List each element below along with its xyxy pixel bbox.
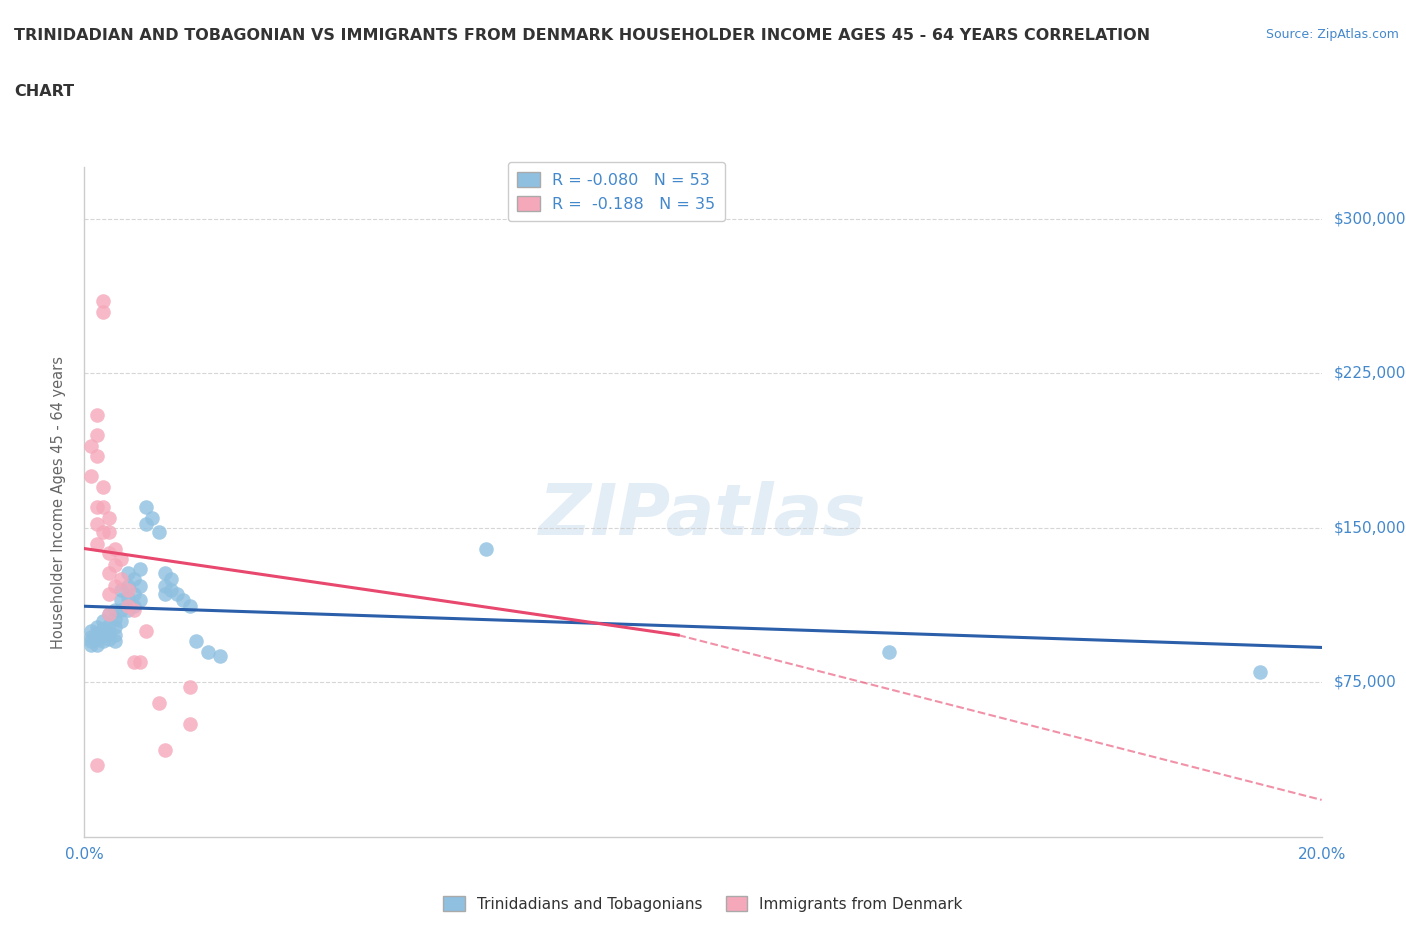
- Point: [153, 565, 176, 580]
- Point: [79, 634, 101, 649]
- Point: [877, 644, 900, 659]
- Point: [79, 638, 101, 653]
- Point: [98, 565, 121, 580]
- Point: [98, 587, 121, 602]
- Text: $75,000: $75,000: [1334, 675, 1396, 690]
- Text: $300,000: $300,000: [1334, 211, 1406, 226]
- Point: [91, 304, 114, 319]
- Text: Source: ZipAtlas.com: Source: ZipAtlas.com: [1265, 28, 1399, 41]
- Point: [110, 572, 132, 587]
- Point: [91, 294, 114, 309]
- Point: [475, 541, 498, 556]
- Text: ZIPatlas: ZIPatlas: [540, 481, 866, 550]
- Point: [153, 743, 176, 758]
- Point: [122, 603, 145, 618]
- Point: [117, 603, 139, 618]
- Point: [86, 407, 108, 422]
- Text: CHART: CHART: [14, 84, 75, 99]
- Point: [104, 611, 127, 626]
- Point: [91, 634, 114, 649]
- Point: [79, 630, 101, 644]
- Point: [184, 634, 207, 649]
- Point: [79, 623, 101, 638]
- Point: [1249, 665, 1271, 680]
- Point: [179, 679, 201, 694]
- Point: [98, 511, 121, 525]
- Point: [104, 578, 127, 593]
- Point: [135, 500, 157, 515]
- Point: [91, 525, 114, 539]
- Point: [98, 607, 121, 622]
- Point: [91, 628, 114, 643]
- Point: [104, 634, 127, 649]
- Point: [122, 587, 145, 602]
- Point: [122, 572, 145, 587]
- Point: [98, 607, 121, 622]
- Text: $225,000: $225,000: [1334, 365, 1406, 381]
- Point: [79, 469, 101, 484]
- Point: [117, 582, 139, 597]
- Point: [104, 541, 127, 556]
- Point: [86, 626, 108, 641]
- Point: [91, 479, 114, 494]
- Point: [98, 545, 121, 560]
- Point: [117, 578, 139, 593]
- Point: [104, 628, 127, 643]
- Point: [160, 572, 183, 587]
- Point: [122, 599, 145, 614]
- Point: [86, 516, 108, 531]
- Point: [104, 603, 127, 618]
- Point: [122, 655, 145, 670]
- Point: [117, 599, 139, 614]
- Point: [153, 587, 176, 602]
- Point: [79, 438, 101, 453]
- Point: [110, 613, 132, 628]
- Point: [86, 500, 108, 515]
- Point: [160, 582, 183, 597]
- Point: [148, 525, 170, 539]
- Point: [98, 626, 121, 641]
- Point: [104, 558, 127, 573]
- Point: [98, 525, 121, 539]
- Point: [98, 618, 121, 632]
- Point: [86, 448, 108, 463]
- Point: [129, 592, 152, 607]
- Point: [110, 582, 132, 597]
- Point: [110, 592, 132, 607]
- Point: [129, 578, 152, 593]
- Point: [141, 511, 163, 525]
- Point: [179, 716, 201, 731]
- Point: [135, 516, 157, 531]
- Point: [91, 621, 114, 636]
- Point: [129, 655, 152, 670]
- Legend: R = -0.080   N = 53, R =  -0.188   N = 35: R = -0.080 N = 53, R = -0.188 N = 35: [508, 162, 725, 221]
- Point: [166, 587, 188, 602]
- Point: [91, 613, 114, 628]
- Point: [110, 603, 132, 618]
- Point: [104, 619, 127, 634]
- Point: [153, 578, 176, 593]
- Point: [86, 638, 108, 653]
- Point: [197, 644, 219, 659]
- Point: [117, 591, 139, 605]
- Point: [135, 623, 157, 638]
- Point: [86, 619, 108, 634]
- Point: [86, 757, 108, 772]
- Point: [172, 592, 194, 607]
- Point: [110, 551, 132, 566]
- Point: [86, 537, 108, 551]
- Y-axis label: Householder Income Ages 45 - 64 years: Householder Income Ages 45 - 64 years: [51, 355, 66, 649]
- Point: [209, 648, 232, 663]
- Text: TRINIDADIAN AND TOBAGONIAN VS IMMIGRANTS FROM DENMARK HOUSEHOLDER INCOME AGES 45: TRINIDADIAN AND TOBAGONIAN VS IMMIGRANTS…: [14, 28, 1150, 43]
- Text: $150,000: $150,000: [1334, 521, 1406, 536]
- Point: [117, 565, 139, 580]
- Point: [86, 428, 108, 443]
- Legend: Trinidadians and Tobagonians, Immigrants from Denmark: Trinidadians and Tobagonians, Immigrants…: [437, 890, 969, 918]
- Point: [98, 631, 121, 646]
- Point: [148, 696, 170, 711]
- Point: [179, 599, 201, 614]
- Point: [86, 631, 108, 646]
- Point: [91, 500, 114, 515]
- Point: [129, 562, 152, 577]
